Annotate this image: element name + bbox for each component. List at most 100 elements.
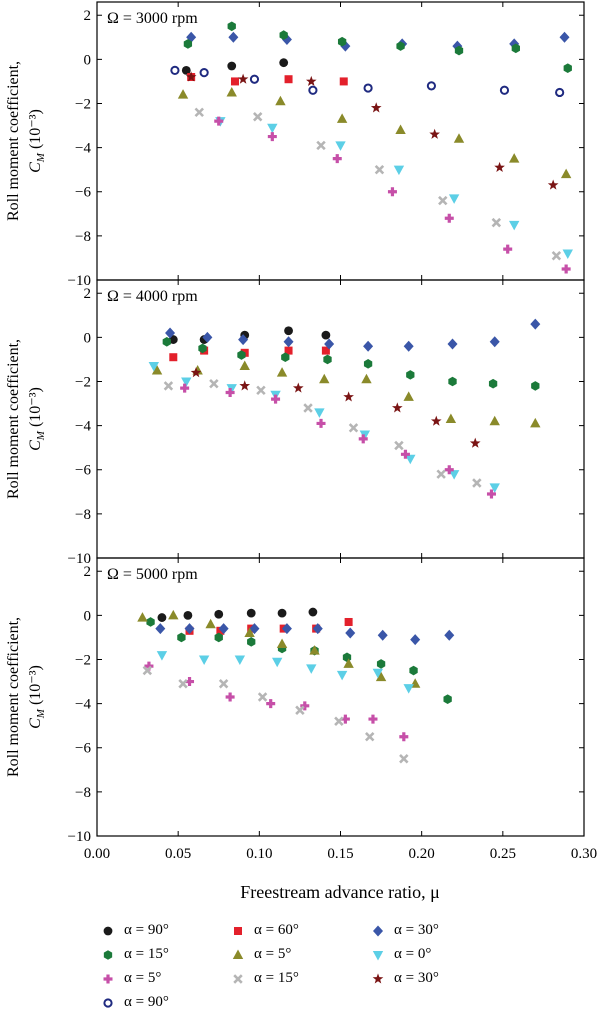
data-point	[491, 217, 502, 228]
chart-panels: 2 0 −2 −4 −6 −8 −10 Ω = 3000 rpm Roll moment coe…	[5, 1, 585, 845]
data-point	[332, 154, 342, 164]
y-tick-label: −4	[75, 419, 91, 435]
data-point	[454, 45, 464, 56]
data-point	[409, 665, 418, 676]
data-point	[214, 116, 224, 126]
data-point	[295, 705, 305, 715]
data-point	[183, 39, 193, 49]
data-point	[321, 330, 331, 340]
data-point	[410, 634, 421, 646]
data-point	[202, 331, 213, 343]
data-point	[511, 43, 520, 54]
data-point	[323, 354, 332, 365]
data-point	[226, 384, 237, 394]
y-tick-label: −4	[75, 141, 91, 157]
legend-marker	[103, 949, 113, 960]
data-point	[226, 86, 237, 97]
star-marker-icon	[372, 972, 384, 984]
data-point	[559, 31, 570, 43]
data-point	[137, 612, 148, 622]
diamond-marker-icon	[373, 925, 383, 936]
data-point	[370, 102, 382, 113]
series-triangle-up	[137, 609, 421, 688]
data-point	[343, 658, 354, 668]
x-axis: 0.00 0.05 0.10 0.15 0.20 0.25 0.30	[84, 846, 597, 862]
data-point	[225, 692, 235, 702]
x-tick-label: 0.15	[327, 846, 353, 862]
data-point	[531, 381, 540, 391]
data-point	[271, 657, 283, 668]
series-diamond	[165, 318, 541, 352]
y-tick-label: −8	[75, 785, 91, 801]
y-tick-label: −8	[75, 229, 91, 245]
legend-marker	[232, 949, 244, 959]
data-point	[184, 623, 195, 635]
data-point	[547, 179, 559, 190]
data-point	[177, 632, 186, 643]
data-point	[358, 434, 368, 444]
series-x	[142, 665, 409, 764]
data-point	[230, 77, 239, 86]
series-diamond	[155, 623, 455, 646]
data-point	[237, 73, 249, 84]
data-point	[205, 618, 216, 629]
data-point	[239, 380, 251, 391]
data-point	[319, 373, 330, 384]
y-tick-label: 0	[84, 330, 92, 346]
data-point	[345, 627, 356, 639]
data-point	[256, 385, 266, 396]
legend-label: α = 15°	[254, 970, 299, 986]
hexagon-marker-icon	[103, 949, 113, 960]
data-point	[399, 754, 409, 764]
legend-item: α = 60°	[230, 922, 299, 939]
data-point	[429, 128, 440, 139]
y-tick-label: −8	[75, 507, 91, 523]
data-point	[199, 68, 209, 78]
data-point	[445, 413, 457, 423]
data-point	[489, 415, 500, 426]
data-point	[453, 133, 465, 143]
data-point	[183, 610, 193, 620]
data-point	[238, 334, 249, 346]
triangle-up-marker-icon	[232, 949, 244, 959]
data-point	[284, 75, 293, 84]
data-point	[281, 623, 292, 635]
y-tick-label: −6	[75, 463, 91, 479]
legend-marker	[372, 972, 384, 984]
legend-item: α = 5°	[100, 970, 161, 987]
data-point	[157, 613, 167, 622]
open-circle-marker-icon	[103, 997, 113, 1008]
legend-label: α = 5°	[124, 970, 162, 986]
data-point	[372, 668, 384, 679]
data-point	[316, 418, 326, 428]
data-point	[169, 353, 178, 362]
data-point	[359, 430, 371, 440]
legend-label: α = 30°	[394, 970, 439, 986]
square-marker-icon	[234, 926, 242, 935]
data-point	[444, 629, 455, 641]
data-point	[503, 244, 513, 254]
data-point	[488, 378, 498, 389]
legend-label: α = 90°	[124, 922, 169, 938]
data-point	[530, 318, 541, 330]
data-point	[486, 489, 496, 499]
data-point	[363, 340, 374, 352]
series-circle	[181, 58, 289, 75]
plot-frame	[96, 279, 585, 559]
series-triangle-down	[156, 651, 414, 694]
data-point	[156, 651, 168, 661]
data-point	[365, 731, 375, 742]
data-point	[168, 335, 178, 344]
data-point	[277, 608, 287, 618]
data-point	[142, 665, 153, 676]
data-point	[276, 638, 288, 649]
data-point	[472, 478, 482, 488]
data-point	[165, 327, 176, 339]
data-point	[306, 664, 317, 674]
data-point	[444, 465, 454, 475]
legend-label: α = 30°	[394, 922, 439, 938]
data-point	[387, 187, 397, 197]
legend-item: α = 0°	[370, 946, 431, 963]
figure: 2 0 −2 −4 −6 −8 −10 Ω = 3000 rpm Roll moment coe…	[5, 1, 597, 902]
panel-1: 2 0 −2 −4 −6 −8 −10 Ω = 3000 rpm Roll moment coe…	[5, 1, 585, 289]
